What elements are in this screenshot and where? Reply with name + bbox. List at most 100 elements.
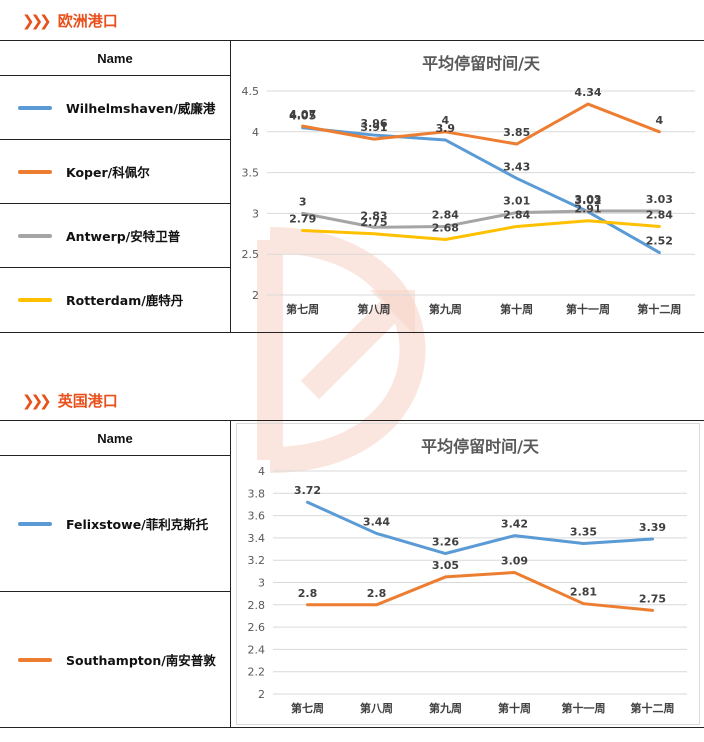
legend-table: Name Felixstowe/菲利克斯托 Southampton/南安普敦 (0, 421, 231, 727)
chevrons-icon: ❯❯❯ (22, 11, 52, 30)
x-tick-label: 第九周 (429, 701, 462, 715)
legend-swatch (18, 169, 52, 174)
data-label: 3.05 (432, 559, 459, 572)
data-label: 2.79 (289, 213, 316, 226)
data-label: 3.01 (503, 195, 530, 208)
y-tick-label: 3.2 (248, 554, 266, 567)
legend-label: Antwerp/安特卫普 (66, 229, 181, 244)
legend-swatch (18, 297, 52, 302)
legend-label: Koper/科佩尔 (66, 165, 150, 180)
y-tick-label: 3.8 (248, 487, 266, 500)
legend-table: Name Wilhelmshaven/威廉港 Koper/科佩尔 Antwerp… (0, 41, 231, 332)
y-tick-label: 2.6 (248, 621, 266, 634)
data-label: 3.43 (503, 160, 530, 173)
data-label: 3.96 (360, 117, 387, 130)
legend-row: Wilhelmshaven/威廉港 (0, 76, 230, 140)
legend-header: Name (0, 421, 230, 456)
chart-europe: 平均停留时间/天 2 2.5 3 3.5 4 4.5 第七周 第八周 第九周 第十周 第十一周 第十二周… (231, 41, 704, 332)
uk-block: Name Felixstowe/菲利克斯托 Southampton/南安普敦 平… (0, 420, 704, 728)
europe-block: Name Wilhelmshaven/威廉港 Koper/科佩尔 Antwerp… (0, 40, 704, 333)
data-label: 3.85 (503, 126, 530, 139)
x-tick-label: 第十二周 (637, 302, 681, 316)
data-label: 4.07 (289, 108, 316, 121)
section-title-text: 英国港口 (57, 392, 118, 410)
y-tick-label: 2 (258, 688, 265, 701)
data-label: 2.84 (503, 208, 530, 221)
legend-label: Wilhelmshaven/威廉港 (66, 101, 216, 116)
y-tick-label: 4 (258, 465, 265, 478)
data-label: 2.8 (298, 587, 318, 600)
legend-swatch (18, 657, 52, 662)
legend-row: Antwerp/安特卫普 (0, 204, 230, 268)
data-label: 3.02 (574, 194, 601, 207)
series-line (301, 219, 661, 242)
series-line (306, 500, 654, 556)
line-chart: 平均停留时间/天 2 2.5 3 3.5 4 4.5 第七周 第八周 第九周 第十周 第十一周 第十二周… (242, 54, 695, 316)
data-label: 2.75 (639, 592, 666, 605)
y-tick-label: 2.8 (248, 599, 266, 612)
data-label: 3.42 (501, 518, 528, 531)
legend-swatch (18, 521, 52, 526)
chart-uk: 平均停留时间/天 2 2.2 2.4 2.6 2.8 3 3.2 3.4 3.6 3.8 4 第七周 第八… (236, 423, 700, 725)
y-tick-label: 3 (252, 207, 259, 220)
section-title-uk: ❯❯❯ 英国港口 (22, 390, 118, 411)
data-label: 2.75 (360, 216, 387, 229)
x-tick-label: 第七周 (291, 701, 324, 715)
y-tick-label: 2.5 (242, 248, 260, 261)
series-line (301, 102, 661, 146)
y-tick-label: 2.4 (248, 643, 266, 656)
data-label: 2.91 (574, 203, 601, 216)
legend-swatch (18, 233, 52, 238)
data-label: 3.44 (363, 515, 390, 528)
data-label: 4.34 (574, 86, 601, 99)
legend-row: Felixstowe/菲利克斯托 (0, 456, 230, 592)
legend-label: Felixstowe/菲利克斯托 (66, 517, 209, 532)
data-label: 2.81 (570, 586, 597, 599)
x-tick-label: 第十一周 (566, 302, 610, 316)
data-label: 2.68 (432, 222, 459, 235)
legend-swatch (18, 105, 52, 110)
chart-title: 平均停留时间/天 (421, 437, 540, 456)
chevrons-icon: ❯❯❯ (22, 391, 52, 410)
section-title-europe: ❯❯❯ 欧洲港口 (22, 10, 118, 31)
y-tick-label: 3.4 (248, 532, 266, 545)
y-tick-label: 4 (252, 126, 259, 139)
data-label: 3.03 (574, 193, 601, 206)
line-chart: 平均停留时间/天 2 2.2 2.4 2.6 2.8 3 3.2 3.4 3.6 3.8 4 第七周 第八… (248, 437, 687, 715)
data-label: 3.35 (570, 525, 597, 538)
data-label: 3.39 (639, 521, 666, 534)
x-tick-label: 第九周 (429, 302, 462, 316)
data-label: 3.72 (294, 484, 321, 497)
data-label: 3 (299, 195, 307, 208)
legend-label: Rotterdam/鹿特丹 (66, 293, 184, 308)
data-label: 3.03 (646, 193, 673, 206)
legend-header: Name (0, 41, 230, 76)
y-tick-label: 2 (252, 289, 259, 302)
y-tick-label: 4.5 (242, 85, 260, 98)
data-label: 3.26 (432, 536, 459, 549)
data-label: 3.91 (360, 121, 387, 134)
data-label: 4.05 (289, 110, 316, 123)
data-label: 2.83 (360, 209, 387, 222)
x-tick-label: 第七周 (286, 302, 319, 316)
data-label: 4 (442, 114, 450, 127)
series-line (301, 209, 661, 229)
data-label: 2.84 (432, 208, 459, 221)
data-label: 3.9 (436, 122, 456, 135)
x-tick-label: 第八周 (358, 302, 391, 316)
chart-title: 平均停留时间/天 (422, 54, 541, 73)
y-tick-label: 3.6 (248, 510, 266, 523)
y-tick-label: 3 (258, 577, 265, 590)
x-tick-label: 第十周 (500, 302, 533, 316)
x-tick-label: 第十二周 (631, 701, 675, 715)
data-label: 2.84 (646, 208, 673, 221)
x-tick-label: 第十一周 (562, 701, 606, 715)
series-line (301, 126, 661, 255)
x-tick-label: 第八周 (360, 701, 393, 715)
section-title-text: 欧洲港口 (57, 12, 118, 30)
x-tick-label: 第十周 (498, 701, 531, 715)
legend-row: Rotterdam/鹿特丹 (0, 268, 230, 331)
y-tick-label: 3.5 (242, 167, 260, 180)
legend-row: Southampton/南安普敦 (0, 592, 230, 727)
data-label: 2.8 (367, 587, 387, 600)
